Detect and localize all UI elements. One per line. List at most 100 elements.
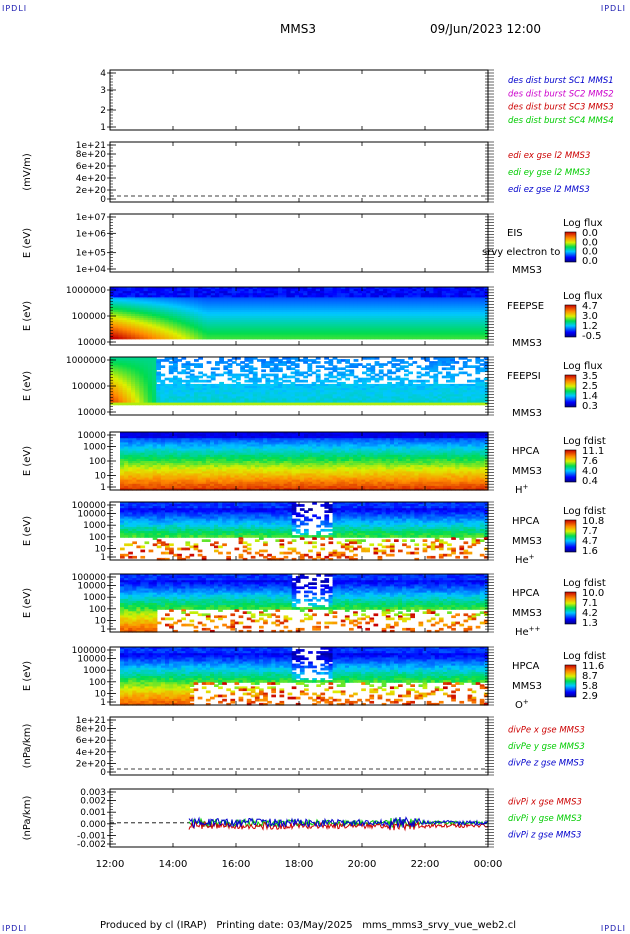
p2-y-tick-label: 6e+20 [76, 162, 107, 172]
p8-y-tick-label: 1000 [83, 593, 106, 603]
p11-frame [109, 788, 489, 848]
p1-y-tick-label: 1 [100, 123, 106, 133]
p8-colorbar-tick-label: 1.3 [582, 618, 598, 629]
x-tick-label: 16:00 [222, 859, 251, 870]
p9-y-tick-label: 10 [95, 689, 107, 699]
p4-colorbar-tick-label: -0.5 [582, 331, 602, 342]
p4-y-tick-label: 100000 [72, 312, 107, 322]
p3-colorbar-tick-label: 0.0 [582, 237, 598, 248]
p9-y-tick-label: 1 [100, 698, 106, 708]
p7-y-tick-label: 10 [95, 544, 107, 554]
corner-label-top-right: IPDLI [600, 4, 626, 13]
p7-colorbar-tick-label: 7.7 [582, 526, 598, 537]
p11-y-tick-label: -0.002 [77, 840, 106, 850]
p9-colorbar [564, 664, 577, 698]
p4-y-tick-label: 10000 [77, 338, 106, 348]
p2-legend-entry: edi ez gse l2 MMS3 [508, 185, 590, 195]
p11-legend-entry: divPi z gse MMS3 [508, 831, 581, 841]
p8-y-tick-label: 10 [95, 616, 107, 626]
p8-y-tick-label: 100 [89, 605, 106, 615]
p5-colorbar-tick-label: 1.4 [582, 391, 598, 402]
p6-colorbar-tick-label: 4.0 [582, 466, 598, 477]
p5-y-axis-label: E (eV) [22, 371, 33, 401]
p10-legend-entry: divPe y gse MMS3 [508, 742, 585, 752]
p3-y-tick-label: 1e+06 [76, 229, 107, 239]
p5-spacecraft-label: MMS3 [512, 408, 542, 419]
p11-legend-entry: divPi x gse MMS3 [508, 797, 582, 807]
p6-spacecraft-label: MMS3 [512, 466, 542, 477]
p9-spacecraft-label: MMS3 [512, 681, 542, 692]
p8-spacecraft-label: MMS3 [512, 608, 542, 619]
p1-legend-entry: des dist burst SC1 MMS1 [508, 76, 614, 86]
x-tick-label: 00:00 [474, 859, 503, 870]
p2-y-tick-label: 1e+21 [76, 141, 106, 151]
p8-y-tick-label: 10000 [77, 582, 106, 592]
p10-frame [109, 716, 489, 776]
p2-y-tick-label: 4e+20 [76, 174, 107, 184]
p11-y-axis-label: (nPa/km) [22, 796, 33, 841]
p3-overlay-text: srvy electron to [482, 247, 560, 258]
p9-y-axis-label: E (eV) [22, 661, 33, 691]
x-tick-label: 14:00 [159, 859, 188, 870]
p11-series-red [188, 820, 489, 832]
p11-y-tick-label: 0.000 [80, 820, 106, 830]
p4-colorbar-tick-label: 1.2 [582, 321, 598, 332]
p2-y-tick-label: 0 [100, 195, 106, 205]
p8-y-tick-label: 1 [100, 625, 106, 635]
p8-colorbar-tick-label: 10.0 [582, 588, 604, 599]
p8-instrument-label: HPCA [512, 588, 540, 599]
p3-colorbar-tick-label: 0.0 [582, 256, 598, 267]
p8-colorbar-title: Log fdist [563, 578, 606, 589]
p3-colorbar-tick-label: 0.0 [582, 228, 598, 239]
p8-colorbar-tick-label: 4.2 [582, 608, 598, 619]
p9-colorbar-tick-label: 2.9 [582, 691, 598, 702]
p8-y-axis-label: E (eV) [22, 588, 33, 618]
p5-colorbar-tick-label: 3.5 [582, 371, 598, 382]
p11-legend-entry: divPi y gse MMS3 [508, 814, 582, 824]
p4-colorbar-tick-label: 3.0 [582, 311, 598, 322]
p7-spacecraft-label: MMS3 [512, 536, 542, 547]
p6-colorbar-tick-label: 0.4 [582, 476, 598, 487]
p3-colorbar [564, 231, 577, 263]
p9-species-label: O+ [515, 698, 529, 711]
p9-y-tick-label: 1000 [83, 666, 106, 676]
p5-colorbar-tick-label: 2.5 [582, 381, 598, 392]
p7-instrument-label: HPCA [512, 516, 540, 527]
p4-colorbar-title: Log flux [563, 291, 603, 302]
corner-label-bottom-right: IPDLI [600, 924, 626, 933]
x-tick-label: 22:00 [411, 859, 440, 870]
p5-colorbar-tick-label: 0.3 [582, 401, 598, 412]
p11-y-tick-label: 0.003 [80, 788, 106, 798]
p10-y-tick-label: 4e+20 [76, 748, 107, 758]
p7-spectrogram [120, 502, 489, 561]
p7-y-tick-label: 100 [89, 533, 106, 543]
p8-colorbar-tick-label: 7.1 [582, 598, 598, 609]
corner-label-bottom-left: IPDLI [2, 924, 28, 933]
p5-instrument-label: FEEPSI [507, 371, 541, 382]
p10-y-axis-label: (nPa/km) [22, 724, 33, 769]
p4-spectrogram [110, 287, 489, 340]
p11-y-tick-label: 0.002 [80, 797, 106, 807]
x-tick-label: 18:00 [285, 859, 314, 870]
p10-y-tick-label: 1e+21 [76, 716, 106, 726]
p5-colorbar [564, 374, 577, 408]
p5-y-tick-label: 1000000 [66, 356, 106, 366]
p7-colorbar-tick-label: 10.8 [582, 516, 604, 527]
p9-colorbar-tick-label: 5.8 [582, 681, 598, 692]
p9-y-tick-label: 100 [89, 678, 106, 688]
p6-colorbar-tick-label: 7.6 [582, 456, 598, 467]
p8-y-tick-label: 100000 [72, 573, 107, 583]
p3-colorbar-tick-label: 0.0 [582, 247, 598, 258]
p10-y-tick-label: 8e+20 [76, 725, 107, 735]
p7-species-label: He+ [515, 553, 535, 566]
p6-y-tick-label: 10 [95, 472, 107, 482]
p8-colorbar [564, 591, 577, 625]
p6-species-label: H+ [515, 483, 529, 496]
p2-frame [109, 141, 489, 203]
p2-y-tick-label: 8e+20 [76, 150, 107, 160]
p9-colorbar-tick-label: 8.7 [582, 671, 598, 682]
p4-y-axis-label: E (eV) [22, 301, 33, 331]
p4-spacecraft-label: MMS3 [512, 338, 542, 349]
p3-instrument-label: EIS [507, 228, 523, 239]
p1-frame [109, 69, 489, 131]
